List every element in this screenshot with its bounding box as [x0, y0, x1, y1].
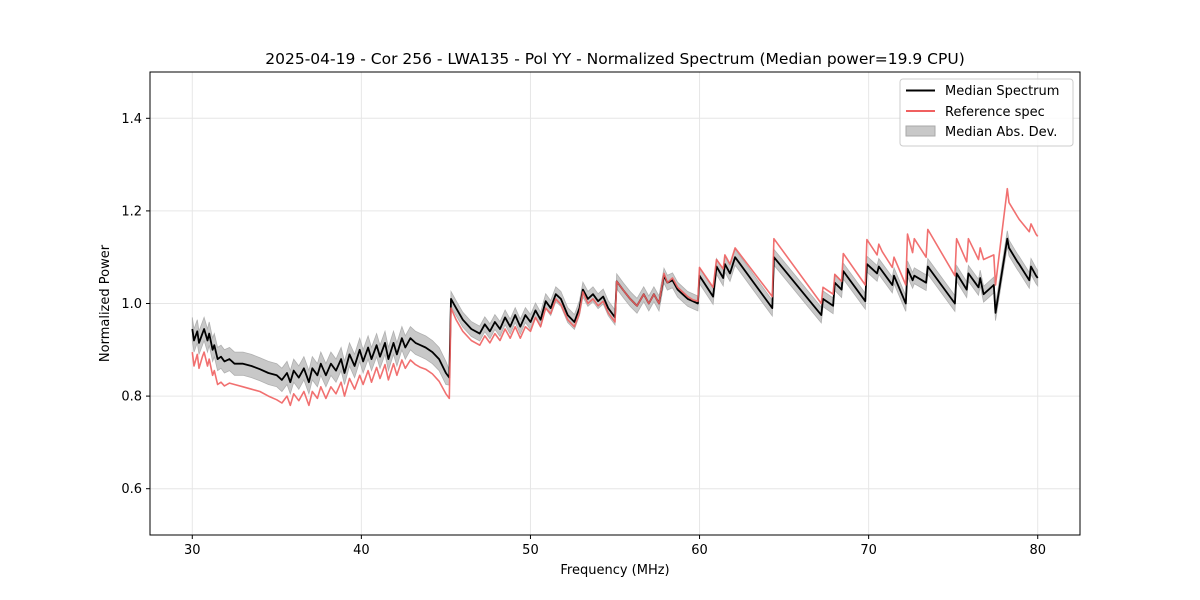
- y-axis-label: Normalized Power: [98, 244, 113, 362]
- legend-label-mad: Median Abs. Dev.: [945, 125, 1057, 140]
- x-tick-label: 50: [522, 543, 539, 558]
- legend: Median Spectrum Reference spec Median Ab…: [899, 78, 1074, 147]
- legend-box: [899, 78, 1074, 147]
- legend-label-reference: Reference spec: [945, 105, 1045, 120]
- plot-area: [191, 187, 1039, 407]
- x-tick-label: 60: [691, 543, 708, 558]
- x-tick-label: 40: [353, 543, 370, 558]
- legend-mad-patch-icon: [905, 125, 936, 137]
- y-tick-label: 1.0: [121, 297, 142, 312]
- median-spectrum-line: [191, 237, 1039, 384]
- y-axis: 0.6 0.8 1.0 1.2 1.4: [121, 112, 150, 497]
- y-tick-label: 1.2: [121, 204, 142, 219]
- reference-spectrum-line: [191, 187, 1039, 407]
- x-tick-label: 70: [860, 543, 877, 558]
- legend-label-median: Median Spectrum: [945, 84, 1059, 99]
- x-tick-label: 30: [184, 543, 201, 558]
- y-tick-label: 0.6: [121, 482, 142, 497]
- y-tick-label: 0.8: [121, 390, 142, 405]
- x-axis: 30 40 50 60 70 80: [184, 535, 1046, 558]
- y-tick-label: 1.4: [121, 112, 142, 127]
- x-tick-label: 80: [1029, 543, 1046, 558]
- chart-title: 2025-04-19 - Cor 256 - LWA135 - Pol YY -…: [265, 50, 965, 68]
- x-axis-label: Frequency (MHz): [560, 563, 669, 578]
